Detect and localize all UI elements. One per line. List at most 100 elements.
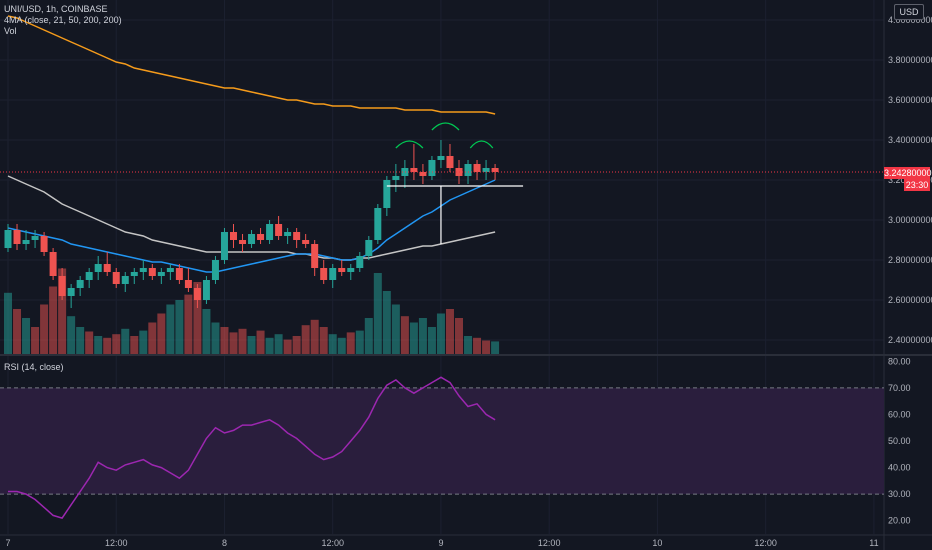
volume-bar xyxy=(391,304,400,354)
candle-body xyxy=(266,224,274,240)
volume-bar xyxy=(436,313,445,354)
volume-bar xyxy=(103,337,112,354)
volume-bar xyxy=(121,328,130,354)
time-tick-label: 12:00 xyxy=(321,538,344,548)
volume-bar xyxy=(382,291,391,354)
candle-body xyxy=(347,268,355,272)
price-tick-label: 3.40000000 xyxy=(888,135,932,145)
rsi-tick-label: 50.00 xyxy=(888,436,911,446)
price-tick-label: 2.60000000 xyxy=(888,295,932,305)
candle-body xyxy=(94,264,102,272)
candle-body xyxy=(139,268,147,272)
volume-bar xyxy=(328,334,337,354)
volume-bar xyxy=(473,337,482,354)
volume-bar xyxy=(22,318,31,354)
volume-bar xyxy=(67,316,76,354)
candle-body xyxy=(157,272,165,276)
rsi-line xyxy=(8,376,496,519)
candle-body xyxy=(365,240,373,256)
volume-bar xyxy=(409,322,418,354)
volume-bar xyxy=(229,332,238,354)
candle-body xyxy=(166,268,174,272)
candle-body xyxy=(410,168,418,172)
candle-body xyxy=(121,276,129,284)
ma50-line xyxy=(7,175,496,261)
volume-bar xyxy=(157,313,166,354)
candle-body xyxy=(193,288,201,300)
rsi-tick-label: 20.00 xyxy=(888,516,911,526)
candle-body xyxy=(428,160,436,176)
candle-body xyxy=(40,236,48,252)
candle-body xyxy=(248,234,256,244)
volume-bar xyxy=(445,309,454,354)
candle-body xyxy=(320,268,328,280)
volume-bar xyxy=(148,322,157,354)
ma200-line xyxy=(7,15,496,115)
candle-body xyxy=(284,232,292,236)
time-tick-label: 9 xyxy=(438,538,443,548)
volume-bar xyxy=(283,339,292,354)
price-tick-label: 2.80000000 xyxy=(888,255,932,265)
volume-bar xyxy=(364,318,373,354)
volume-bar xyxy=(400,316,409,354)
candle-body xyxy=(401,168,409,176)
candle-body xyxy=(76,280,84,288)
candle-body xyxy=(148,268,156,276)
pattern-shoulder-arc xyxy=(395,140,424,149)
ma-legend: 4MA (close, 21, 50, 200, 200) xyxy=(4,15,122,25)
volume-bar xyxy=(175,300,184,354)
price-tick-label: 3.60000000 xyxy=(888,95,932,105)
volume-bar xyxy=(166,304,175,354)
candle-body xyxy=(329,268,337,280)
bar-countdown-tag: 23:30 xyxy=(904,179,930,191)
price-tick-label: 2.40000000 xyxy=(888,335,932,345)
candle-body xyxy=(184,280,192,288)
candle-body xyxy=(230,232,237,240)
volume-bar xyxy=(256,330,265,354)
volume-bar xyxy=(211,322,220,354)
volume-bar xyxy=(85,331,94,354)
volume-bar xyxy=(49,286,58,354)
currency-button[interactable]: USD xyxy=(894,4,924,20)
rsi-tick-label: 80.00 xyxy=(888,356,911,366)
symbol-legend: UNI/USD, 1h, COINBASE xyxy=(4,4,108,14)
candle-body xyxy=(473,164,481,172)
candle-body xyxy=(58,276,66,296)
candle-body xyxy=(311,244,319,268)
time-tick-label: 8 xyxy=(222,538,227,548)
candle-body xyxy=(22,240,30,244)
rsi-legend: RSI (14, close) xyxy=(4,362,64,372)
time-tick-label: 12:00 xyxy=(105,538,128,548)
candle-body xyxy=(85,272,93,280)
volume-bar xyxy=(355,330,364,354)
volume-bar xyxy=(373,273,382,354)
volume-bar xyxy=(13,309,22,354)
candle-body xyxy=(202,280,210,300)
candle-body xyxy=(103,264,111,272)
volume-bar xyxy=(319,327,328,354)
candle-body xyxy=(130,272,138,276)
rsi-tick-label: 70.00 xyxy=(888,383,911,393)
time-tick-label: 11 xyxy=(869,538,878,548)
price-tick-label: 4.00000000 xyxy=(888,15,932,25)
candle-body xyxy=(175,268,183,280)
candle-body xyxy=(383,180,391,208)
candle-body xyxy=(356,256,364,268)
time-tick-label: 12:00 xyxy=(754,538,777,548)
candle-body xyxy=(464,164,472,176)
rsi-tick-label: 30.00 xyxy=(888,489,911,499)
volume-bar xyxy=(346,332,355,354)
volume-bar xyxy=(184,294,193,354)
volume-bar xyxy=(139,330,148,354)
volume-bar xyxy=(301,325,310,354)
volume-bar xyxy=(193,282,202,354)
candle-body xyxy=(293,232,301,240)
time-tick-label: 12:00 xyxy=(538,538,561,548)
candle-body xyxy=(275,224,283,236)
candle-body xyxy=(374,208,382,240)
volume-bar xyxy=(58,268,67,354)
volume-bar xyxy=(265,337,274,354)
volume-bar xyxy=(427,327,436,354)
volume-bar xyxy=(76,327,85,354)
